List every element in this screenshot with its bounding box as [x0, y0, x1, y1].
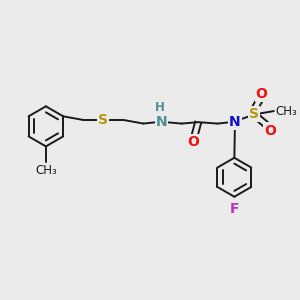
- Text: N: N: [156, 115, 167, 129]
- Text: O: O: [265, 124, 277, 137]
- Text: F: F: [230, 202, 239, 216]
- Text: H: H: [155, 101, 165, 114]
- Text: S: S: [98, 113, 108, 127]
- Text: CH₃: CH₃: [275, 105, 297, 118]
- Text: O: O: [256, 87, 268, 101]
- Text: S: S: [249, 107, 259, 121]
- Text: N: N: [229, 115, 241, 129]
- Text: CH₃: CH₃: [35, 164, 57, 177]
- Text: O: O: [187, 136, 199, 149]
